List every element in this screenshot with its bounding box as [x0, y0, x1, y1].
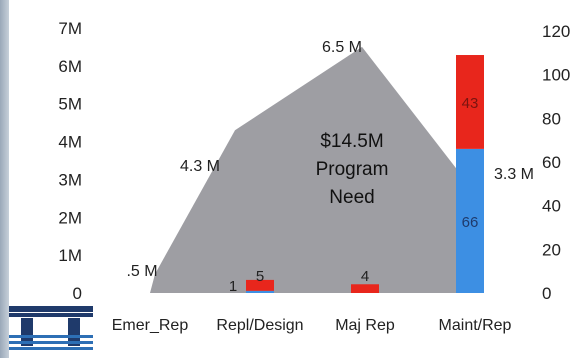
- right-axis-tick: 60: [542, 153, 561, 172]
- right-axis-tick: 0: [542, 284, 551, 303]
- category-label: Maj Rep: [335, 317, 395, 334]
- center-annotation-line-3: Need: [329, 187, 374, 208]
- bar-segment: [246, 279, 274, 291]
- area-series: [150, 46, 456, 293]
- bar-label-lower: 66: [462, 214, 479, 231]
- left-axis-tick: 4M: [58, 133, 82, 152]
- right-axis-tick: 80: [542, 109, 561, 128]
- bar-segment: [456, 148, 484, 293]
- right-axis-tick: 120: [542, 22, 570, 41]
- left-axis-tick: 3M: [58, 170, 82, 189]
- right-axis-ticks: 0 20 40 60 80 100 120: [542, 22, 570, 303]
- left-edge-strip: [0, 0, 9, 358]
- left-axis-tick: 2M: [58, 208, 82, 227]
- bar-segment: [456, 55, 484, 149]
- area-data-label: 6.5 M: [322, 39, 362, 56]
- left-axis-tick: 1M: [58, 246, 82, 265]
- bar-label-upper: 43: [462, 95, 479, 112]
- area-data-label: 4.3 M: [180, 158, 220, 175]
- left-axis-tick: 7M: [58, 19, 82, 38]
- bar-segment: [351, 284, 379, 293]
- bar-label-upper: 4: [361, 268, 369, 285]
- bar-segment: [246, 290, 274, 293]
- category-label: Maint/Rep: [439, 317, 512, 334]
- area-data-label: .5 M: [126, 263, 157, 280]
- right-axis-tick: 40: [542, 197, 561, 216]
- category-label: Emer_Rep: [112, 317, 189, 334]
- right-axis-tick: 100: [542, 66, 570, 85]
- bar-label-lower: 1: [229, 278, 237, 295]
- right-axis-tick: 20: [542, 240, 561, 259]
- bar-label-upper: 5: [256, 268, 264, 285]
- category-label: Repl/Design: [216, 317, 303, 334]
- data-labels: .5 M 4.3 M 6.5 M 3.3 M 1 66 5 4 43: [126, 39, 534, 295]
- area-shape: [150, 46, 456, 293]
- bridge-logo-icon: [9, 306, 93, 350]
- center-annotation-line-2: Program: [316, 159, 389, 180]
- bar-series: [246, 55, 484, 293]
- area-data-label: 3.3 M: [494, 166, 534, 183]
- category-labels: Emer_Rep Repl/Design Maj Rep Maint/Rep: [112, 317, 512, 334]
- left-axis-tick: 6M: [58, 57, 82, 76]
- left-axis-tick: 5M: [58, 95, 82, 114]
- left-axis-ticks: 0 1M 2M 3M 4M 5M 6M 7M: [58, 19, 82, 303]
- left-axis-tick: 0: [73, 284, 82, 303]
- center-annotation-line-1: $14.5M: [320, 131, 383, 152]
